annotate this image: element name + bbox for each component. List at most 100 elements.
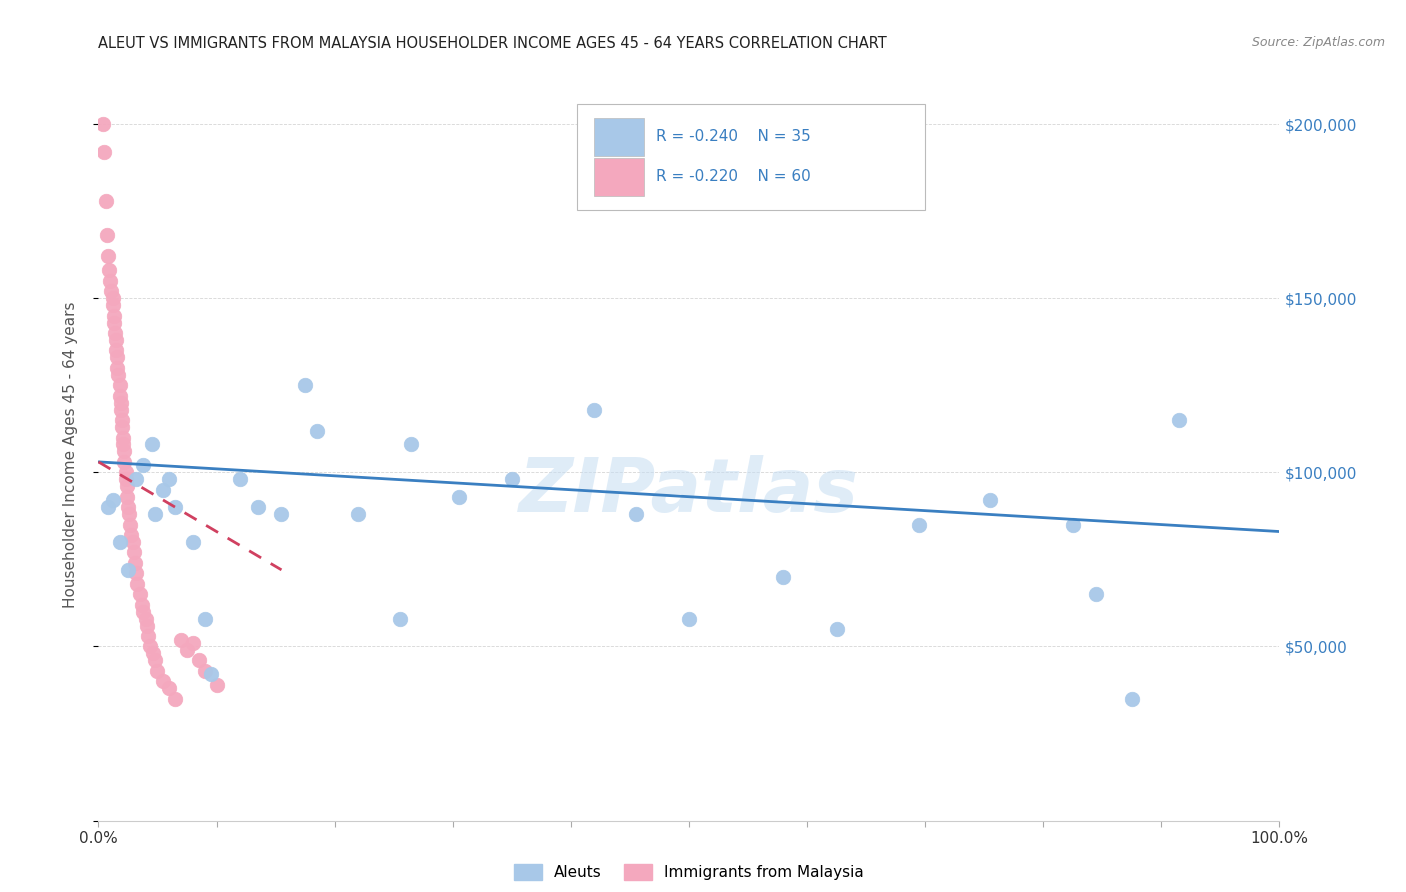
Point — [979, 493, 1001, 508]
Point — [176, 643, 198, 657]
Point — [157, 472, 180, 486]
Point — [117, 500, 139, 515]
Point — [127, 576, 149, 591]
Point — [122, 545, 145, 559]
Point — [111, 420, 134, 434]
Point — [143, 507, 166, 521]
Point — [112, 444, 135, 458]
Point — [114, 472, 136, 486]
Point — [908, 517, 931, 532]
Point — [131, 598, 153, 612]
Point — [105, 343, 128, 358]
Point — [194, 664, 217, 678]
Point — [294, 378, 316, 392]
Point — [388, 612, 411, 626]
Point — [98, 263, 121, 277]
Point — [181, 636, 204, 650]
Point — [1168, 413, 1191, 427]
Point — [105, 360, 128, 375]
Point — [124, 556, 146, 570]
Point — [165, 691, 187, 706]
Point — [347, 507, 370, 521]
Point — [97, 249, 120, 263]
Point — [114, 466, 136, 480]
Point — [110, 395, 132, 409]
Point — [132, 605, 155, 619]
Legend: Aleuts, Immigrants from Malaysia: Aleuts, Immigrants from Malaysia — [508, 858, 870, 886]
Point — [772, 570, 794, 584]
Text: ZIPatlas: ZIPatlas — [519, 455, 859, 528]
Point — [135, 618, 157, 632]
Point — [143, 653, 166, 667]
Point — [270, 507, 292, 521]
Point — [112, 430, 135, 444]
Point — [118, 507, 141, 521]
Point — [1085, 587, 1108, 601]
FancyBboxPatch shape — [595, 118, 644, 156]
Text: Source: ZipAtlas.com: Source: ZipAtlas.com — [1251, 36, 1385, 49]
Point — [105, 351, 128, 365]
Point — [142, 647, 165, 661]
Point — [101, 493, 124, 508]
FancyBboxPatch shape — [595, 158, 644, 196]
Point — [115, 479, 138, 493]
Point — [101, 291, 124, 305]
Point — [103, 309, 125, 323]
Point — [101, 298, 124, 312]
Point — [152, 483, 174, 497]
Point — [108, 378, 131, 392]
Point — [194, 612, 217, 626]
Point — [141, 437, 163, 451]
Point — [108, 389, 131, 403]
Point — [170, 632, 193, 647]
Point — [97, 500, 120, 515]
Point — [401, 437, 423, 451]
Text: ALEUT VS IMMIGRANTS FROM MALAYSIA HOUSEHOLDER INCOME AGES 45 - 64 YEARS CORRELAT: ALEUT VS IMMIGRANTS FROM MALAYSIA HOUSEH… — [98, 36, 887, 51]
Point — [139, 640, 162, 654]
Point — [108, 535, 131, 549]
Text: R = -0.220    N = 60: R = -0.220 N = 60 — [655, 169, 811, 185]
Point — [96, 228, 118, 243]
Point — [93, 145, 115, 159]
Point — [135, 612, 157, 626]
Point — [107, 368, 129, 382]
Point — [120, 517, 142, 532]
Point — [105, 333, 128, 347]
Point — [132, 458, 155, 473]
Point — [121, 528, 143, 542]
Point — [152, 674, 174, 689]
Point — [91, 117, 114, 131]
Point — [165, 500, 187, 515]
Point — [121, 535, 143, 549]
Point — [1062, 517, 1084, 532]
Point — [128, 587, 150, 601]
Point — [125, 566, 148, 581]
Point — [246, 500, 269, 515]
Point — [125, 472, 148, 486]
Text: R = -0.240    N = 35: R = -0.240 N = 35 — [655, 129, 811, 145]
Point — [678, 612, 700, 626]
Point — [157, 681, 180, 696]
Point — [104, 326, 127, 340]
Point — [205, 678, 228, 692]
Point — [111, 413, 134, 427]
Point — [136, 629, 159, 643]
Point — [94, 194, 117, 208]
Point — [624, 507, 647, 521]
Point — [110, 402, 132, 417]
Point — [1121, 691, 1143, 706]
Point — [112, 455, 135, 469]
Point — [112, 437, 135, 451]
Point — [200, 667, 222, 681]
Point — [187, 653, 209, 667]
Point — [583, 402, 606, 417]
Y-axis label: Householder Income Ages 45 - 64 years: Householder Income Ages 45 - 64 years — [63, 301, 77, 608]
FancyBboxPatch shape — [576, 103, 925, 210]
Point — [115, 490, 138, 504]
Point — [103, 316, 125, 330]
Point — [146, 664, 169, 678]
Point — [825, 622, 848, 636]
Point — [98, 274, 121, 288]
Point — [447, 490, 470, 504]
Point — [117, 563, 139, 577]
